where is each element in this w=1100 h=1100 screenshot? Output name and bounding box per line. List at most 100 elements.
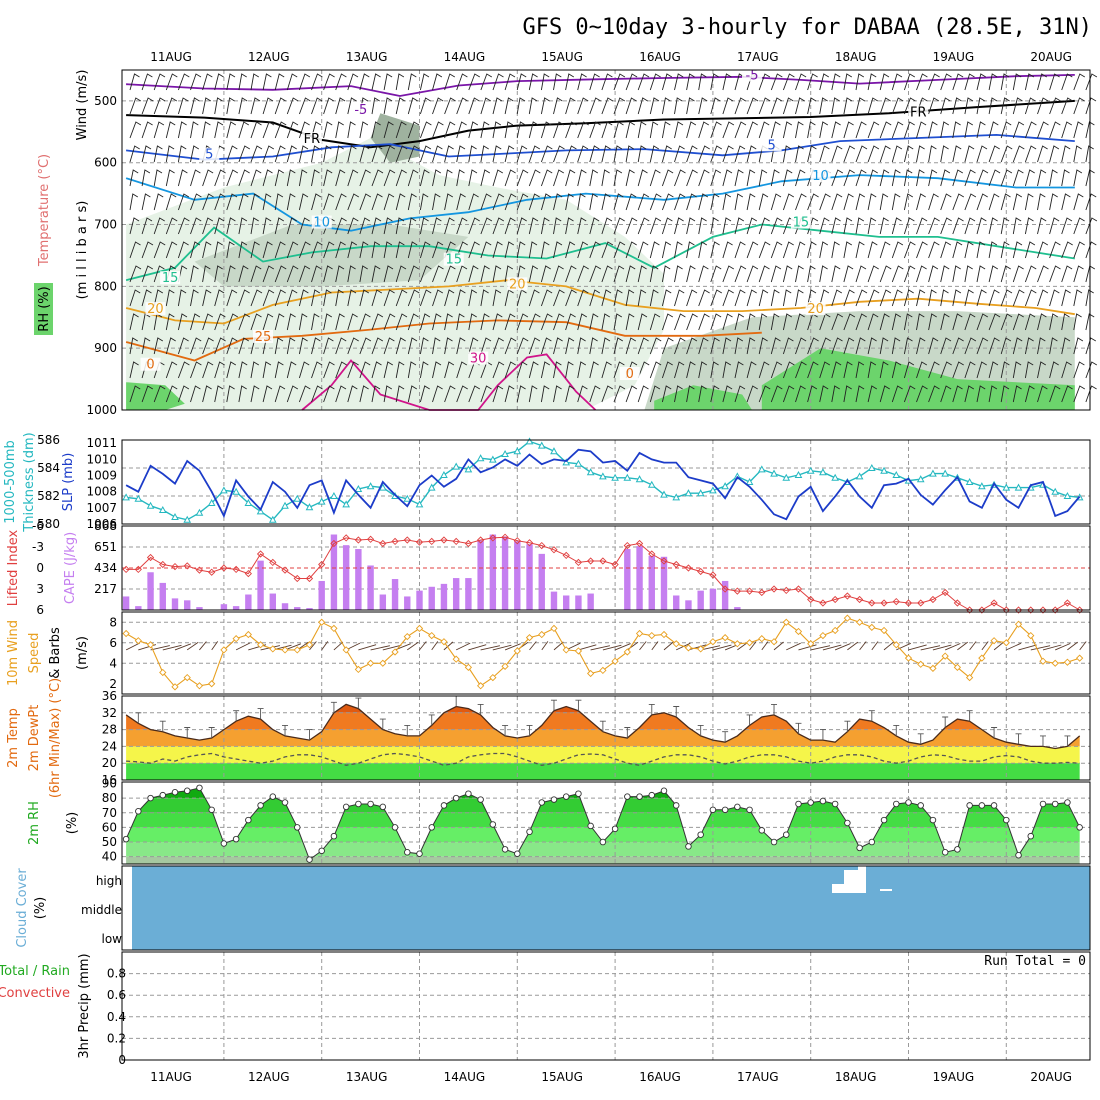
temperature-contour: [125, 279, 1075, 325]
wind-barb: [407, 97, 418, 115]
wind-barb: [468, 337, 479, 355]
thickness-point: [880, 466, 888, 474]
wind-barb: [202, 217, 214, 235]
wind-barb: [516, 361, 528, 379]
wind-barb: [589, 385, 601, 403]
wind-barb: [710, 121, 722, 139]
wind-barb: [698, 73, 707, 91]
wind-barb: [383, 145, 396, 163]
wind-barb: [371, 169, 384, 187]
wind-barb: [528, 385, 538, 403]
wind-barb: [565, 385, 575, 403]
wind-speed-point: [195, 682, 204, 690]
wind-barb: [238, 337, 250, 355]
wind-barb: [407, 241, 418, 259]
surface-wind-barb: [957, 641, 968, 651]
wind-barb: [674, 241, 683, 259]
wind-barb: [903, 217, 915, 235]
cape-bar: [196, 607, 203, 610]
rh-point: [367, 800, 374, 808]
wind-barb: [165, 145, 175, 163]
wind-barb: [698, 97, 708, 115]
wind-barb: [190, 385, 201, 403]
wind-speed-point: [183, 673, 191, 682]
wind-speed-point: [1076, 654, 1084, 662]
wind-barb: [903, 361, 915, 379]
wind-barb: [649, 97, 660, 115]
wind-barb: [988, 385, 998, 403]
contour-label-bg: [742, 68, 763, 82]
wind-barb: [661, 265, 671, 283]
wind-barb: [940, 313, 950, 331]
rh-point: [990, 802, 998, 809]
y-tick-label: 24: [102, 739, 117, 753]
wind-barb: [480, 169, 491, 187]
wind-barb: [1049, 337, 1058, 355]
wind-barb: [432, 193, 441, 211]
wind-barb: [432, 241, 444, 259]
wind-barb: [323, 385, 335, 403]
y-tick-label: 60: [102, 820, 117, 834]
cape-bar: [721, 580, 729, 610]
wind-barb: [637, 121, 647, 139]
wind-barb: [298, 97, 311, 115]
thickness-point: [489, 455, 497, 463]
wind-barb: [867, 217, 877, 235]
wind-barb: [383, 385, 393, 403]
wind-barb: [371, 289, 383, 307]
lifted-index-point: [745, 587, 754, 595]
surface-wind-barb: [810, 645, 831, 651]
lifted-index-point: [660, 557, 668, 565]
wind-barb: [165, 121, 176, 139]
wind-barb: [1073, 385, 1086, 403]
cape-bar: [465, 578, 472, 610]
wind-barb: [226, 121, 237, 139]
axis-label: Convective: [0, 986, 70, 1001]
wind-barb: [419, 121, 432, 139]
wind-barb: [649, 265, 659, 283]
wind-speed-point: [758, 635, 766, 643]
contour-label-bg: [908, 105, 929, 119]
rh-point: [856, 844, 863, 852]
wind-barb: [988, 73, 998, 91]
wind-barb: [698, 265, 709, 283]
wind-speed-point: [256, 641, 265, 649]
x-date-label: 20AUG: [1030, 1070, 1072, 1084]
thickness-point: [647, 480, 656, 488]
wind-barb: [843, 145, 856, 163]
rh-point: [1064, 799, 1071, 806]
contour-label-bg: [301, 132, 322, 146]
y-tick-label: 16: [102, 773, 117, 787]
cape-bar: [734, 607, 741, 610]
wind-barb: [492, 97, 503, 115]
wind-barb: [480, 97, 492, 115]
wind-barb: [177, 169, 188, 187]
thickness-point: [207, 498, 216, 506]
thickness-point: [281, 501, 289, 509]
rh-region: [126, 382, 185, 410]
y-tick-label: 700: [94, 218, 117, 232]
thickness-point: [929, 469, 937, 477]
wind-barb: [928, 169, 938, 187]
x-date-label: 17AUG: [737, 50, 779, 64]
cape-bar: [550, 591, 558, 610]
wind-barb: [528, 169, 541, 187]
wind-barb: [698, 337, 709, 355]
wind-barb: [1024, 169, 1035, 187]
surface-wind-barb: [150, 645, 170, 651]
wind-barb: [988, 241, 998, 259]
wind-barb: [976, 241, 986, 259]
wind-barb: [432, 385, 443, 403]
wind-barb: [831, 385, 840, 403]
wind-barb: [649, 73, 661, 91]
wind-barb: [879, 217, 889, 235]
thickness-point: [366, 482, 375, 490]
wind-barb: [928, 313, 937, 331]
wind-barb: [891, 97, 904, 115]
wind-barb: [988, 169, 1001, 187]
temperature-range-whisker: [428, 714, 435, 726]
cape-bar: [306, 608, 313, 610]
thickness-point: [171, 512, 179, 520]
